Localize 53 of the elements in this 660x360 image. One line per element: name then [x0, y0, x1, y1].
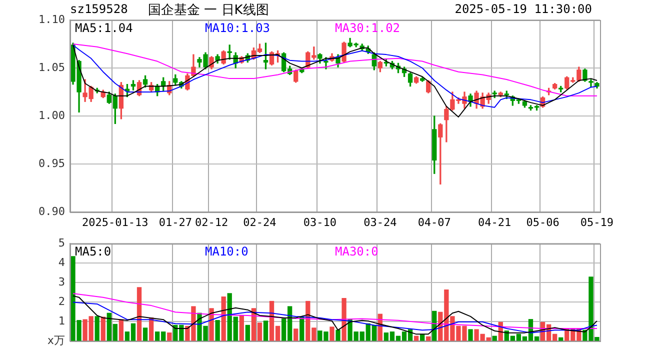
text: MA5:0 — [75, 244, 112, 259]
x-tick-label: 03-24 — [364, 216, 397, 229]
text: MA30:0 — [335, 244, 378, 259]
bar — [167, 332, 172, 341]
x-tick-label: 05-19 — [580, 216, 614, 229]
y-tick-label: 2 — [58, 294, 65, 308]
y-tick-label: 1.05 — [38, 60, 65, 74]
bar — [468, 329, 473, 341]
x-tick-label: 04-07 — [418, 216, 451, 229]
chart-title: 国企基金 一 日K线图 — [148, 2, 269, 19]
x-tick-label: 04-21 — [478, 216, 512, 229]
x-tick-label: 05-06 — [526, 216, 560, 229]
bar — [300, 316, 304, 341]
bar — [558, 337, 564, 341]
bar — [245, 324, 250, 341]
bar — [142, 328, 148, 341]
y-tick-label: 5 — [58, 236, 65, 250]
bar — [414, 336, 419, 341]
y-tick-label: 3 — [58, 275, 65, 288]
text: sz159528 — [70, 2, 128, 16]
bar — [330, 326, 334, 341]
y-tick-label: 4 — [58, 256, 66, 269]
series-label: MA5:1.04 — [75, 21, 133, 36]
series-label: MA10:1.03 — [205, 21, 270, 36]
bar — [492, 336, 497, 341]
bar — [94, 316, 100, 341]
y-tick-label: 1.00 — [38, 108, 65, 122]
x-tick-label: 03-10 — [303, 216, 336, 229]
bar — [209, 308, 214, 341]
y-tick-label: 0.90 — [38, 204, 65, 218]
bar — [426, 336, 431, 341]
bar — [239, 315, 244, 341]
bar — [342, 298, 346, 341]
bar — [294, 328, 298, 341]
x-tick-label: 01-27 — [158, 216, 192, 229]
y-tick-label: x万 — [47, 334, 65, 347]
bar — [420, 334, 425, 341]
bar — [100, 316, 106, 341]
bar — [215, 320, 220, 341]
text: 2025-05-19 11:30:00 — [454, 2, 592, 16]
bar — [136, 287, 142, 341]
bar — [118, 319, 124, 341]
y-tick-label: 1 — [58, 314, 65, 328]
x-tick-label: 02-12 — [194, 216, 228, 229]
bar — [263, 320, 268, 341]
y-tick-label: 1.10 — [38, 12, 65, 26]
bar — [336, 330, 340, 341]
series-label: MA30:1.02 — [335, 21, 400, 36]
x-tick-label: 2025-01-13 — [82, 216, 148, 229]
bar — [221, 296, 226, 341]
y-tick-label: 0.95 — [38, 156, 65, 170]
text: MA10:0 — [205, 244, 248, 259]
x-tick-label: 02-24 — [243, 216, 276, 229]
